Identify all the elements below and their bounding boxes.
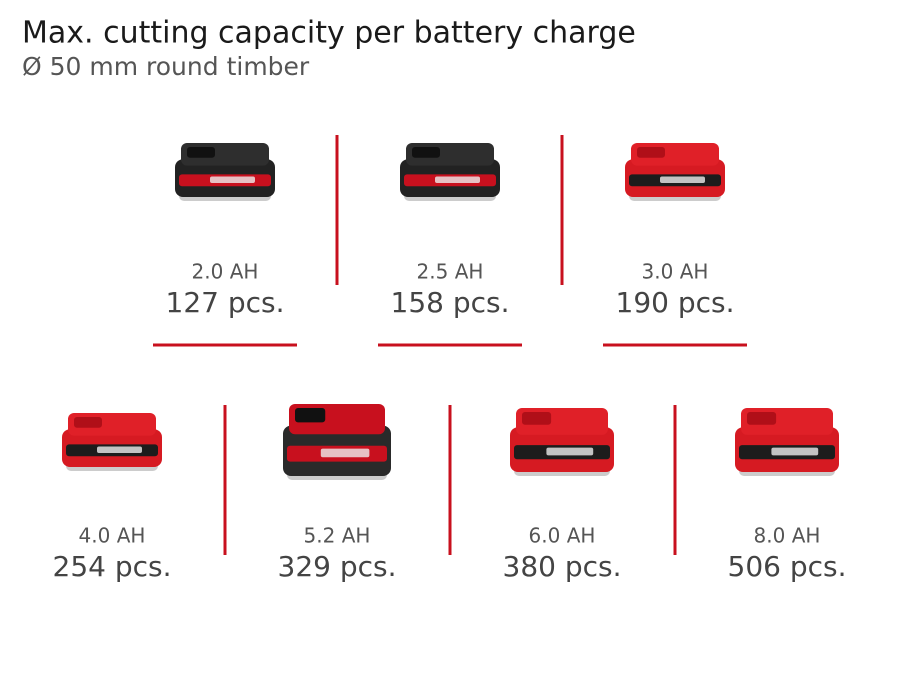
battery-image bbox=[625, 143, 725, 201]
battery-label bbox=[660, 176, 705, 183]
title: Max. cutting capacity per battery charge bbox=[22, 16, 636, 51]
capacity-label: 5.2 AH bbox=[304, 524, 371, 548]
capacity-label: 2.5 AH bbox=[417, 260, 484, 284]
battery-image bbox=[62, 413, 162, 471]
battery-image bbox=[510, 408, 614, 476]
battery-latch bbox=[74, 417, 102, 428]
count-label: 158 pcs. bbox=[391, 286, 510, 319]
battery-image bbox=[175, 143, 275, 201]
count-label: 127 pcs. bbox=[166, 286, 285, 319]
battery-image bbox=[283, 404, 391, 480]
capacity-label: 2.0 AH bbox=[192, 260, 259, 284]
battery-latch bbox=[412, 147, 440, 158]
capacity-label: 6.0 AH bbox=[529, 524, 596, 548]
battery-latch bbox=[637, 147, 665, 158]
count-label: 506 pcs. bbox=[728, 550, 847, 583]
battery-label bbox=[771, 447, 819, 456]
capacity-label: 8.0 AH bbox=[754, 524, 821, 548]
battery-latch bbox=[295, 408, 326, 423]
battery-label bbox=[210, 176, 255, 183]
battery-latch bbox=[522, 412, 552, 425]
battery-latch bbox=[187, 147, 215, 158]
battery-latch bbox=[747, 412, 777, 425]
battery-label bbox=[320, 448, 370, 458]
battery-image bbox=[735, 408, 839, 476]
battery-label bbox=[97, 446, 142, 453]
separators bbox=[153, 135, 747, 555]
battery-label bbox=[546, 447, 594, 456]
count-label: 329 pcs. bbox=[278, 550, 397, 583]
capacity-label: 4.0 AH bbox=[79, 524, 146, 548]
battery-image bbox=[400, 143, 500, 201]
count-label: 380 pcs. bbox=[503, 550, 622, 583]
subtitle: Ø 50 mm round timber bbox=[22, 52, 310, 81]
count-label: 190 pcs. bbox=[616, 286, 735, 319]
battery-label bbox=[435, 176, 480, 183]
count-label: 254 pcs. bbox=[53, 550, 172, 583]
capacity-label: 3.0 AH bbox=[642, 260, 709, 284]
